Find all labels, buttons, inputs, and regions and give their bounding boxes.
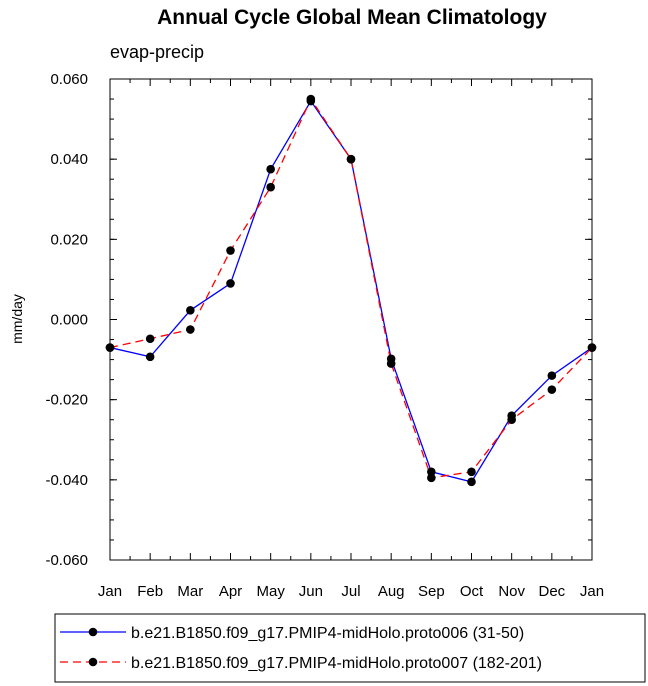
legend: b.e21.B1850.f09_g17.PMIP4-midHolo.proto0… — [54, 613, 646, 683]
series-1-point — [226, 279, 235, 288]
x-tick-label: Feb — [137, 583, 163, 600]
x-tick-label: May — [256, 583, 285, 600]
x-tick-label: Nov — [498, 583, 525, 600]
series-2-point — [427, 473, 436, 483]
series-1-point — [467, 477, 476, 487]
chart-subtitle: evap-precip — [110, 42, 204, 62]
x-tick-label: Oct — [460, 583, 484, 600]
series-1-point — [427, 467, 436, 477]
x-tick-label: Jan — [580, 583, 604, 600]
series-2-point — [386, 359, 396, 368]
x-tick-label: Dec — [538, 583, 565, 600]
series-2-point — [306, 94, 316, 104]
series-1-point — [266, 164, 275, 174]
y-axis-label: mm/day — [9, 294, 25, 344]
y-tick-label: 0.060 — [50, 71, 88, 88]
series-2-point — [145, 334, 155, 344]
legend-label-series-2: b.e21.B1850.f09_g17.PMIP4-midHolo.proto0… — [131, 655, 542, 672]
series-1-point — [145, 352, 155, 362]
y-tick-label: -0.020 — [45, 392, 88, 409]
y-tick-label: -0.060 — [45, 552, 88, 569]
series-1-point — [547, 371, 557, 380]
series-2-point — [186, 325, 195, 334]
series-1-point — [186, 305, 195, 315]
y-tick-labels: 0.060 0.040 0.020 0.000 -0.020 -0.040 -0.060 — [45, 71, 88, 569]
legend-label-series-1: b.e21.B1850.f09_g17.PMIP4-midHolo.proto0… — [131, 625, 524, 642]
x-tick-label: Jul — [341, 583, 360, 600]
axis-ticks — [109, 78, 593, 561]
series-2-point — [266, 182, 275, 192]
x-tick-label: Mar — [177, 583, 203, 600]
series-2-point — [467, 467, 476, 477]
chart-title: Annual Cycle Global Mean Climatology — [157, 6, 547, 29]
y-tick-label: -0.040 — [45, 472, 88, 489]
x-tick-label: Jan — [98, 583, 122, 600]
series-layer — [105, 94, 597, 487]
series-2-point — [105, 343, 115, 352]
series-2-point — [587, 343, 597, 352]
x-tick-labels: Jan Feb Mar Apr May Jun Jul Aug Sep Oct Nov Dec Jan — [98, 583, 604, 600]
y-tick-label: 0.000 — [50, 312, 88, 329]
series-2-point — [507, 415, 516, 425]
legend-marker-series-1 — [88, 627, 98, 637]
y-tick-label: 0.020 — [50, 231, 88, 248]
y-tick-label: 0.040 — [50, 151, 88, 168]
x-tick-label: Jun — [299, 583, 323, 600]
legend-box — [54, 613, 646, 683]
x-tick-label: Aug — [378, 583, 405, 600]
series-2-point — [226, 246, 235, 255]
series-2-point — [346, 154, 356, 164]
series-2-point — [547, 385, 557, 394]
x-tick-label: Sep — [418, 583, 445, 600]
legend-marker-series-2 — [88, 657, 98, 667]
x-tick-label: Apr — [219, 583, 242, 600]
